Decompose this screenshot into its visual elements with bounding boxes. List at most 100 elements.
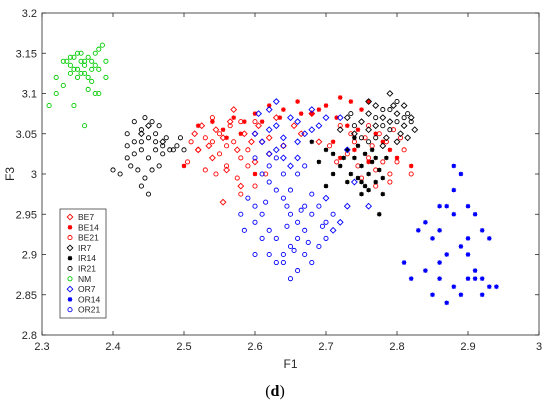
data-point <box>117 171 123 177</box>
legend-label: IR7 <box>78 243 92 253</box>
legend-marker <box>66 285 74 293</box>
series-ir14 <box>309 135 389 217</box>
data-point <box>60 58 66 64</box>
data-point <box>437 276 442 282</box>
data-point <box>458 171 464 177</box>
data-point <box>153 139 159 145</box>
data-point <box>366 155 372 161</box>
data-point <box>334 115 340 121</box>
x-tick-label: 2.7 <box>318 341 333 353</box>
data-point <box>255 122 262 130</box>
data-point <box>352 135 357 141</box>
data-point <box>341 155 347 161</box>
data-point <box>444 203 450 209</box>
data-point <box>265 126 273 134</box>
data-point <box>348 111 354 117</box>
data-point <box>156 163 162 169</box>
data-point <box>330 139 336 145</box>
data-point <box>330 151 336 157</box>
data-point <box>387 171 393 177</box>
legend-label: NM <box>78 274 91 284</box>
data-point <box>350 178 358 186</box>
data-point <box>323 219 329 225</box>
data-point <box>369 147 375 153</box>
data-point <box>294 118 302 126</box>
data-point <box>336 218 344 226</box>
data-point <box>89 78 95 84</box>
data-point <box>298 111 304 117</box>
data-point <box>252 155 258 161</box>
data-point <box>366 99 371 104</box>
data-point <box>383 155 389 161</box>
data-point <box>96 46 102 52</box>
legend-marker <box>66 244 74 252</box>
data-point <box>301 130 309 138</box>
data-point <box>494 284 499 290</box>
data-point <box>78 58 84 64</box>
data-point <box>287 114 294 122</box>
series-or7 <box>251 98 373 234</box>
data-point <box>382 134 390 142</box>
data-point <box>156 123 162 129</box>
data-point <box>67 54 73 60</box>
data-point <box>71 54 77 60</box>
data-point <box>259 211 265 217</box>
data-point <box>138 183 144 189</box>
data-point <box>390 102 397 110</box>
x-tick-label: 2.8 <box>389 341 404 353</box>
data-point <box>295 99 300 104</box>
data-point <box>272 98 280 105</box>
x-tick-label: 3 <box>536 341 542 353</box>
data-point <box>281 107 286 112</box>
y-tick-label: 2.95 <box>16 209 37 221</box>
data-point <box>302 251 308 258</box>
data-point <box>74 74 81 80</box>
data-point <box>362 183 368 189</box>
data-point <box>99 42 105 48</box>
legend-marker <box>67 224 73 230</box>
data-point <box>241 227 247 233</box>
data-point <box>397 130 404 138</box>
data-point <box>216 151 223 157</box>
data-point <box>319 223 326 229</box>
data-point <box>280 195 286 201</box>
data-point <box>451 187 457 193</box>
data-point <box>174 143 180 149</box>
data-point <box>124 131 130 137</box>
data-point <box>238 191 244 197</box>
legend-marker <box>66 213 74 221</box>
data-point <box>71 103 77 109</box>
series-or14 <box>401 163 499 306</box>
data-point <box>355 175 361 181</box>
data-point <box>465 203 471 209</box>
data-point <box>263 171 269 177</box>
data-point <box>337 95 343 100</box>
data-point <box>92 50 98 56</box>
data-point <box>212 126 220 134</box>
data-point <box>423 268 428 273</box>
data-point <box>137 130 145 138</box>
legend-marker <box>67 235 73 241</box>
data-point <box>287 243 294 249</box>
data-point <box>366 123 372 129</box>
data-point <box>404 134 412 142</box>
data-point <box>82 123 88 129</box>
data-point <box>245 163 251 169</box>
data-point <box>259 235 265 241</box>
x-tick-label: 2.9 <box>460 341 475 353</box>
axes-frame <box>41 12 540 336</box>
legend-label: BE7 <box>78 212 94 222</box>
data-point <box>238 131 244 137</box>
data-point <box>344 123 350 129</box>
data-point <box>163 135 169 141</box>
data-point <box>379 142 387 150</box>
data-point <box>387 179 393 185</box>
data-point <box>343 146 351 154</box>
data-point <box>479 276 485 282</box>
data-point <box>472 211 478 217</box>
legend-label: IR21 <box>78 264 96 274</box>
data-point <box>373 155 379 161</box>
data-point <box>238 155 244 161</box>
series-ir7 <box>137 90 419 150</box>
data-point <box>380 175 386 181</box>
